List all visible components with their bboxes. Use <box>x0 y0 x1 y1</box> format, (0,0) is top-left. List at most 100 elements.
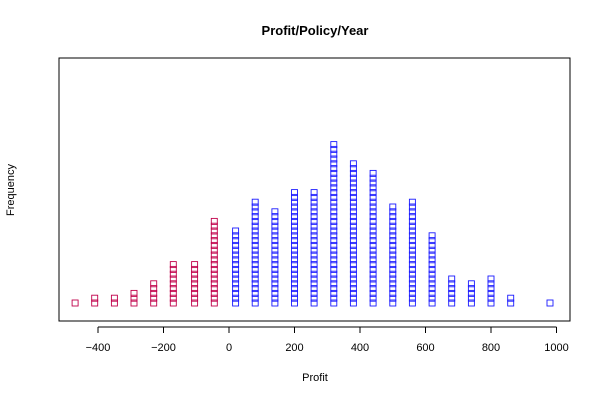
dot-square <box>349 165 357 173</box>
dot-square <box>210 246 218 254</box>
bin-stack <box>210 217 218 307</box>
dot-square <box>310 237 318 245</box>
dot-square <box>291 251 298 259</box>
dot-square <box>389 237 397 245</box>
dot-square <box>291 256 298 264</box>
dot-square <box>232 227 240 235</box>
dot-square <box>130 289 138 297</box>
dot-square <box>349 169 357 177</box>
dot-square <box>428 294 436 302</box>
dot-square <box>408 227 416 235</box>
dot-square <box>251 222 259 230</box>
dot-square <box>369 265 377 273</box>
dot-square <box>271 232 279 240</box>
x-tick-label: 200 <box>285 342 303 354</box>
dot-square <box>369 237 377 245</box>
dot-square <box>251 213 259 221</box>
dot-square <box>130 299 138 307</box>
dot-square <box>349 294 357 302</box>
dot-square <box>428 261 436 269</box>
dot-square <box>408 208 416 216</box>
bin-stack <box>191 261 199 307</box>
dot-square <box>291 299 298 307</box>
dot-square <box>330 275 338 283</box>
dot-square <box>310 241 318 249</box>
dot-square <box>310 217 318 225</box>
dot-square <box>330 227 338 235</box>
dot-square <box>271 208 279 216</box>
dot-square <box>389 251 397 259</box>
bin-stack <box>487 275 495 307</box>
dot-square <box>349 208 357 216</box>
dot-square <box>349 222 357 230</box>
bin-stack <box>349 160 357 307</box>
bin-stack <box>310 189 318 307</box>
dot-square <box>291 213 298 221</box>
dot-square <box>389 289 397 297</box>
x-tick-label: 1000 <box>544 342 568 354</box>
dot-square <box>251 251 259 259</box>
dot-square <box>232 241 240 249</box>
dot-square <box>507 299 515 307</box>
dot-square <box>408 213 416 221</box>
dot-square <box>291 208 298 216</box>
dot-square <box>291 280 298 288</box>
dot-square <box>251 241 259 249</box>
bin-stack <box>130 289 138 307</box>
dot-square <box>369 184 377 192</box>
dot-square <box>349 203 357 211</box>
dot-square <box>408 232 416 240</box>
dot-square <box>91 294 99 302</box>
dot-square <box>169 270 177 278</box>
dot-square <box>251 232 259 240</box>
dot-square <box>349 251 357 259</box>
dot-square <box>271 237 279 245</box>
dot-square <box>369 289 377 297</box>
dot-square <box>369 241 377 249</box>
dot-square <box>291 189 298 197</box>
dot-square <box>408 294 416 302</box>
dot-square <box>291 241 298 249</box>
bin-stack <box>369 169 377 307</box>
dot-square <box>408 275 416 283</box>
dot-square <box>291 265 298 273</box>
x-tick-label: 800 <box>482 342 500 354</box>
dot-square <box>291 275 298 283</box>
dot-square <box>210 232 218 240</box>
dot-square <box>369 193 377 201</box>
dot-square <box>448 289 456 297</box>
dot-square <box>467 289 475 297</box>
dot-square <box>232 256 240 264</box>
bin-stack <box>291 189 298 307</box>
dot-square <box>330 155 338 163</box>
dot-square <box>448 280 456 288</box>
dot-square <box>408 299 416 307</box>
dot-square <box>169 299 177 307</box>
dot-square <box>349 232 357 240</box>
dot-square <box>428 270 436 278</box>
dot-square <box>330 217 338 225</box>
dot-square <box>310 189 318 197</box>
bin-stack <box>428 232 436 307</box>
dot-square <box>150 299 158 307</box>
dot-square <box>291 222 298 230</box>
dot-square <box>251 270 259 278</box>
dot-square <box>310 280 318 288</box>
bin-stack <box>507 294 515 307</box>
dot-square <box>408 251 416 259</box>
dot-square <box>251 208 259 216</box>
dot-square <box>210 270 218 278</box>
dot-square <box>408 261 416 269</box>
dot-square <box>369 203 377 211</box>
dot-square <box>251 261 259 269</box>
dot-square <box>330 198 338 206</box>
dot-square <box>251 227 259 235</box>
dot-square <box>389 246 397 254</box>
dot-square <box>251 299 259 307</box>
dot-square <box>191 261 199 269</box>
dot-square <box>310 203 318 211</box>
dot-square <box>349 184 357 192</box>
dot-square <box>191 265 199 273</box>
dot-square <box>330 256 338 264</box>
dot-square <box>349 270 357 278</box>
